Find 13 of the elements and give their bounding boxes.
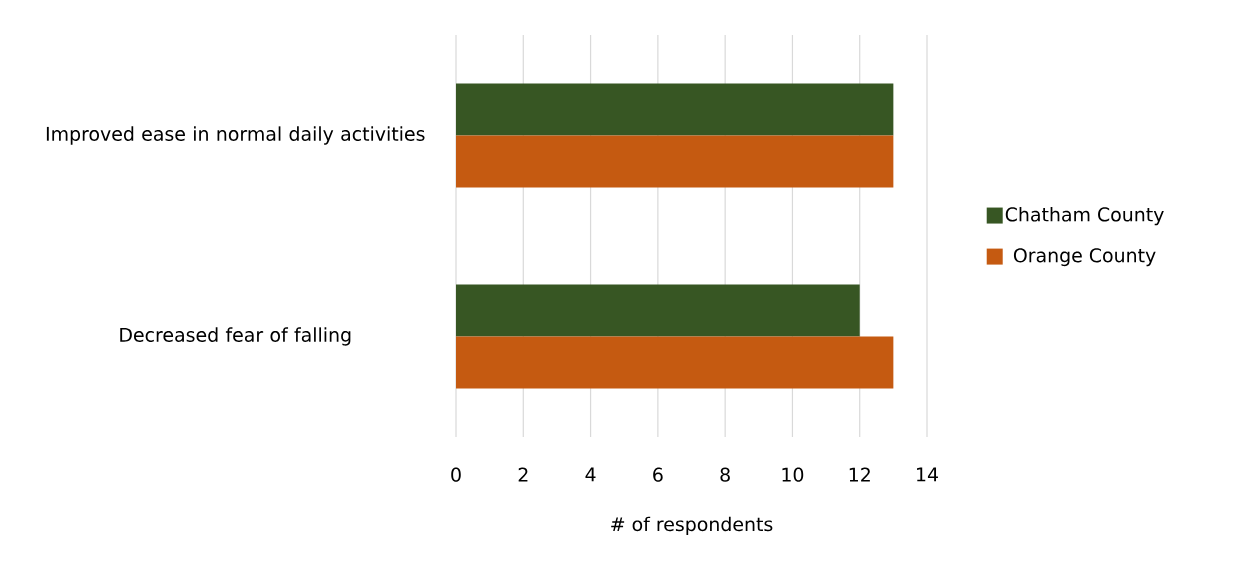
y-tick-label: Improved ease in normal daily activities	[46, 126, 425, 145]
x-axis-title: # of respondents	[611, 516, 773, 535]
x-tick-label: 4	[585, 467, 596, 482]
x-tick-label: 0	[451, 467, 461, 482]
legend-label: Orange County	[1013, 248, 1156, 267]
x-tick-label: 2	[518, 467, 528, 482]
x-tick-label: 6	[653, 467, 663, 482]
x-tick-label: 10	[782, 467, 804, 482]
x-tick-label: 14	[917, 467, 938, 482]
x-tick-label: 8	[720, 467, 730, 482]
legend-label: Chatham County	[1005, 206, 1164, 226]
y-tick-label: Decreased fear of falling	[120, 327, 351, 346]
x-tick-label: 12	[849, 467, 870, 482]
